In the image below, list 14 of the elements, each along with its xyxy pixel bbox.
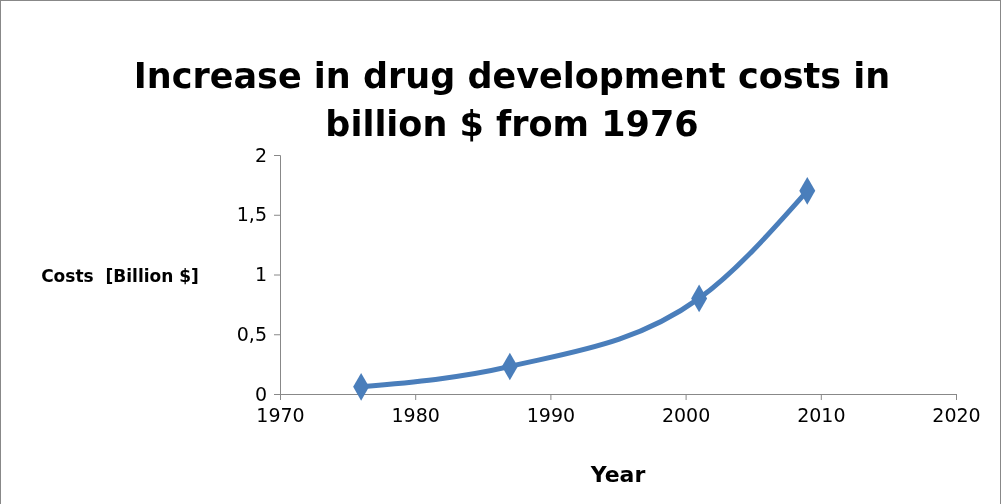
x-tick-label: 1980 [391,404,440,426]
x-tick-label: 1990 [526,404,576,426]
x-tick-label: 2020 [932,404,981,426]
x-tick-label: 2010 [797,404,846,426]
y-tick-label: 0,5 [236,322,267,345]
x-axis-title: Year [589,462,646,487]
x-tick-label: 2000 [661,404,711,426]
y-axis-title: Costs [Billion $] [41,266,199,286]
chart-title: Increase in drug development costs in billion $ from 1976 [133,56,891,144]
y-tick-label: 1,5 [236,203,267,226]
y-tick-label: 2 [254,143,267,166]
y-tick-label: 1 [254,263,267,286]
x-tick-label: 1970 [256,404,305,426]
y-tick-label: 0 [254,382,267,405]
